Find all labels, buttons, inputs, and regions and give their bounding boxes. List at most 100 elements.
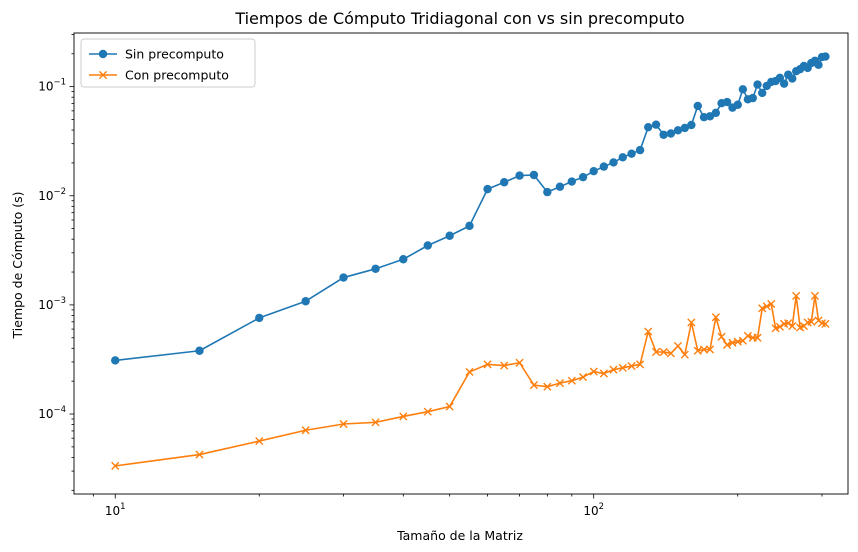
data-point [543,382,552,391]
y-tick-label: 10−1 [38,78,66,94]
data-point [635,145,645,155]
data-point [635,360,645,369]
data-point [371,264,380,274]
chart-title: Tiempos de Cómputo Tridiagonal con vs si… [234,9,684,28]
data-point [758,88,767,98]
data-point [465,367,474,377]
data-point [578,172,588,182]
x-axis-label: Tamaño de la Matriz [396,528,523,543]
data-point [680,350,689,359]
data-point [578,372,588,382]
data-point [788,321,797,331]
data-point [515,358,524,367]
data-point [529,381,539,390]
y-tick-label: 10−4 [38,405,66,421]
data-point [673,126,683,135]
data-point [339,273,348,282]
data-point [767,299,776,309]
data-point [753,80,762,89]
data-point [301,426,310,435]
data-point [762,302,771,311]
data-point [111,461,120,470]
data-point [771,324,780,333]
series-1 [111,52,830,365]
data-point [618,363,627,372]
data-point [717,332,726,341]
legend-marker [98,49,108,59]
y-tick-label: 10−3 [38,296,66,312]
data-point [821,52,830,61]
data-point [680,123,689,133]
y-tick-label: 10−2 [38,187,66,203]
x-tick-label: 102 [583,502,604,518]
data-point [599,369,608,378]
data-point [666,129,676,138]
data-point [371,418,380,427]
legend: Sin precomputo Con precomputo [80,38,256,88]
data-point [779,79,789,88]
data-point [814,60,823,69]
data-point [705,345,715,354]
data-point [687,120,696,130]
data-point [659,130,668,139]
data-point [567,376,576,385]
data-point [758,304,767,313]
series-2 [111,291,830,470]
data-point [339,419,348,429]
legend-marker [98,70,108,80]
data-point [788,74,797,83]
data-point [807,317,816,326]
data-point [659,347,668,357]
data-point [609,365,618,374]
plot-area [73,32,849,495]
data-point [687,318,696,327]
data-point [599,162,609,171]
data-point [618,153,627,162]
data-point [651,120,661,129]
data-point [529,170,539,180]
plot-frame [73,32,849,495]
data-point [666,349,676,358]
data-point [423,241,432,250]
legend-label: Con precomputo [125,68,229,83]
data-point [500,361,509,370]
data-point [515,171,524,180]
data-point [195,450,204,459]
legend-label: Sin precomputo [125,47,224,62]
data-point [644,122,653,132]
data-point [792,291,801,300]
data-point [743,331,752,340]
data-point [775,73,785,82]
legend-box [80,38,256,88]
data-point [693,101,702,111]
data-point [543,187,552,197]
data-point [784,319,793,328]
data-point [722,340,732,349]
data-point [399,412,408,421]
data-point [423,407,432,416]
data-point [589,166,598,176]
data-point [651,347,661,357]
data-point [111,356,120,365]
data-point [711,313,720,322]
data-point [722,97,732,107]
data-point [738,85,748,94]
data-point [445,402,454,411]
x-tick-label: 101 [105,502,126,518]
data-point [195,346,204,355]
data-point [821,319,830,328]
data-point [810,291,820,300]
data-point [733,100,742,109]
data-point [465,221,474,231]
data-point [609,158,618,167]
data-point [748,93,757,103]
data-point [589,367,598,376]
data-point [445,231,454,240]
data-point [627,149,636,158]
y-axis-label: Tiempo de Cómputo (s) [10,192,25,340]
data-point [483,184,492,194]
data-point [673,341,683,351]
data-point [255,313,264,323]
